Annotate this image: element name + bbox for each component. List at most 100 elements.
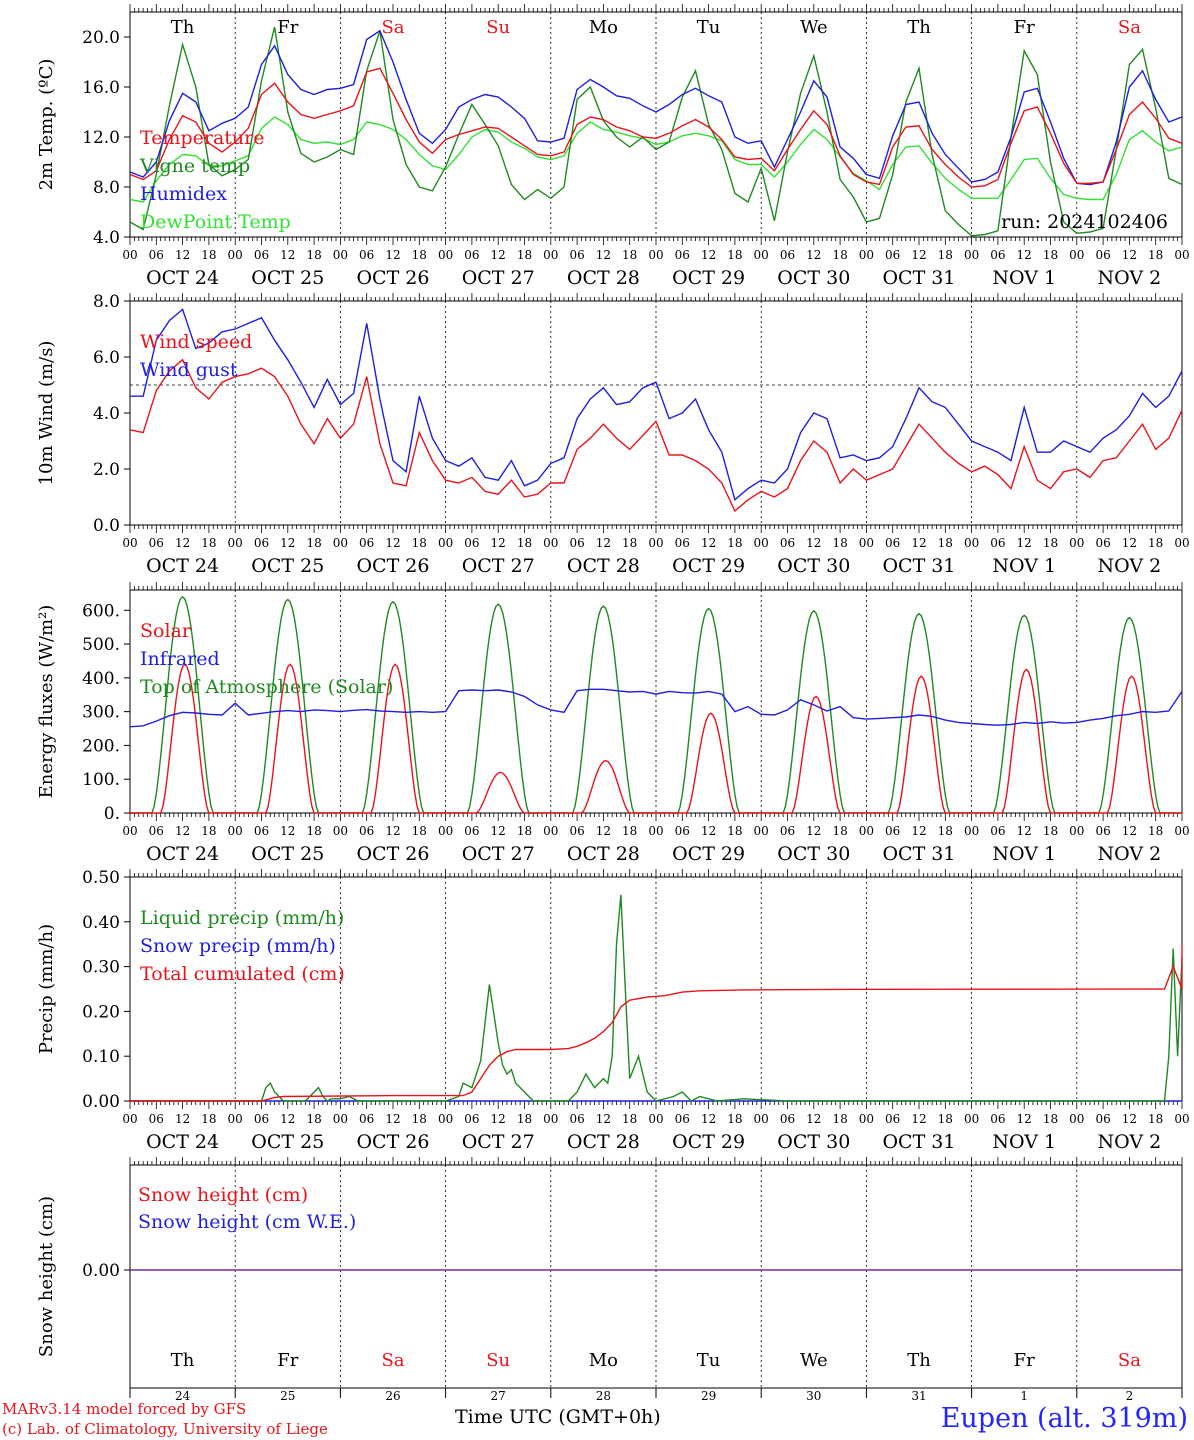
energy-y-label: Energy fluxes (W/m²) — [36, 605, 57, 799]
legend-top-of-atmosphere-solar: Top of Atmosphere (Solar) — [140, 676, 393, 698]
y-tick-label: 600. — [82, 601, 120, 621]
weekday-label: Su — [486, 17, 510, 38]
wind-y-label: 10m Wind (m/s) — [36, 341, 57, 486]
temp-y-label: 2m Temp. (ºC) — [36, 59, 57, 191]
hour-label: 06 — [254, 536, 269, 550]
y-tick-label: 0.30 — [82, 958, 120, 978]
snow-y-label: Snow height (cm) — [36, 1196, 57, 1357]
hour-label: 18 — [306, 824, 321, 838]
hour-label: 06 — [990, 824, 1005, 838]
hour-label: 06 — [675, 1112, 690, 1126]
legend-wind-speed: Wind speed — [140, 331, 252, 353]
date-label: OCT 28 — [567, 1131, 640, 1153]
y-tick-label: 0.00 — [82, 1261, 120, 1281]
hour-label: 12 — [701, 248, 716, 262]
hour-label: 12 — [701, 1112, 716, 1126]
hour-label: 00 — [543, 824, 558, 838]
date-label: OCT 31 — [882, 555, 955, 577]
hour-label: 06 — [569, 824, 584, 838]
weekday-label: Fr — [277, 17, 298, 38]
hour-label: 00 — [859, 248, 874, 262]
hour-label: 00 — [122, 824, 137, 838]
hour-label: 18 — [201, 824, 216, 838]
hour-label: 00 — [754, 1112, 769, 1126]
hour-label: 00 — [333, 248, 348, 262]
legend-snow-height-cm-w-e: Snow height (cm W.E.) — [138, 1211, 356, 1233]
hour-label: 12 — [1017, 824, 1032, 838]
hour-label: 00 — [122, 536, 137, 550]
legend-dewpoint-temp: DewPoint Temp — [140, 211, 291, 233]
legend-liquid-precip-mm-h: Liquid precip (mm/h) — [140, 907, 344, 929]
series-wind-gust — [130, 308, 1183, 502]
hour-label: 06 — [990, 536, 1005, 550]
hour-label: 00 — [438, 536, 453, 550]
date-label: OCT 29 — [672, 843, 745, 865]
hour-label: 00 — [333, 824, 348, 838]
hour-label: 18 — [938, 536, 953, 550]
hour-label: 06 — [569, 1112, 584, 1126]
weekday-label: Mo — [589, 17, 618, 38]
date-label: OCT 30 — [777, 555, 850, 577]
hour-label: 06 — [254, 824, 269, 838]
y-tick-label: 300. — [82, 703, 120, 723]
date-label: OCT 24 — [146, 843, 219, 865]
hour-label: 00 — [964, 536, 979, 550]
hour-label: 12 — [911, 536, 926, 550]
hour-label: 12 — [280, 1112, 295, 1126]
series-vigne-temp — [129, 26, 1183, 237]
date-label: OCT 31 — [882, 843, 955, 865]
hour-label: 18 — [938, 824, 953, 838]
hour-label: 06 — [149, 1112, 164, 1126]
y-tick-label: 16.0 — [82, 78, 120, 98]
date-label: OCT 26 — [356, 267, 429, 289]
date-label: OCT 26 — [356, 1131, 429, 1153]
series-solar — [130, 663, 1182, 814]
legend-infrared: Infrared — [140, 648, 220, 670]
weekday-label: We — [800, 17, 828, 38]
hour-label: 18 — [1148, 248, 1163, 262]
hour-label: 06 — [1095, 536, 1110, 550]
precip-y-label: Precip (mm/h) — [36, 924, 57, 1054]
day-number-label: 2 — [1126, 1389, 1134, 1403]
date-label: OCT 29 — [672, 555, 745, 577]
hour-label: 12 — [1122, 824, 1137, 838]
date-label: NOV 2 — [1098, 555, 1162, 577]
hour-label: 12 — [701, 536, 716, 550]
weekday-label: We — [800, 1350, 828, 1371]
y-tick-label: 0.40 — [82, 913, 120, 933]
day-number-label: 31 — [911, 1389, 926, 1403]
series-total-cumulated-cm- — [130, 944, 1183, 1102]
hour-label: 18 — [1148, 1112, 1163, 1126]
weekday-label: Fr — [277, 1350, 298, 1371]
hour-label: 12 — [385, 248, 400, 262]
date-label: OCT 24 — [146, 1131, 219, 1153]
day-number-label: 1 — [1020, 1389, 1028, 1403]
date-label: OCT 29 — [672, 1131, 745, 1153]
hour-label: 12 — [1017, 1112, 1032, 1126]
y-tick-label: 4.0 — [93, 228, 120, 248]
hour-label: 00 — [754, 824, 769, 838]
hour-label: 00 — [648, 248, 663, 262]
date-label: OCT 24 — [146, 555, 219, 577]
day-number-label: 27 — [491, 1389, 506, 1403]
weekday-label: Tu — [697, 17, 721, 38]
hour-label: 12 — [596, 1112, 611, 1126]
date-label: NOV 1 — [992, 843, 1056, 865]
hour-label: 18 — [622, 536, 637, 550]
hour-label: 00 — [543, 1112, 558, 1126]
hour-label: 12 — [911, 824, 926, 838]
hour-label: 00 — [648, 824, 663, 838]
hour-label: 06 — [359, 1112, 374, 1126]
hour-label: 18 — [1148, 536, 1163, 550]
legend-humidex: Humidex — [140, 183, 227, 205]
hour-label: 00 — [1174, 536, 1189, 550]
y-tick-label: 2.0 — [93, 460, 120, 480]
hour-label: 12 — [385, 824, 400, 838]
hour-label: 12 — [280, 248, 295, 262]
y-tick-label: 100. — [82, 770, 120, 790]
y-tick-label: 0.10 — [82, 1047, 120, 1067]
hour-label: 18 — [412, 1112, 427, 1126]
hour-label: 12 — [175, 1112, 190, 1126]
hour-label: 06 — [990, 1112, 1005, 1126]
